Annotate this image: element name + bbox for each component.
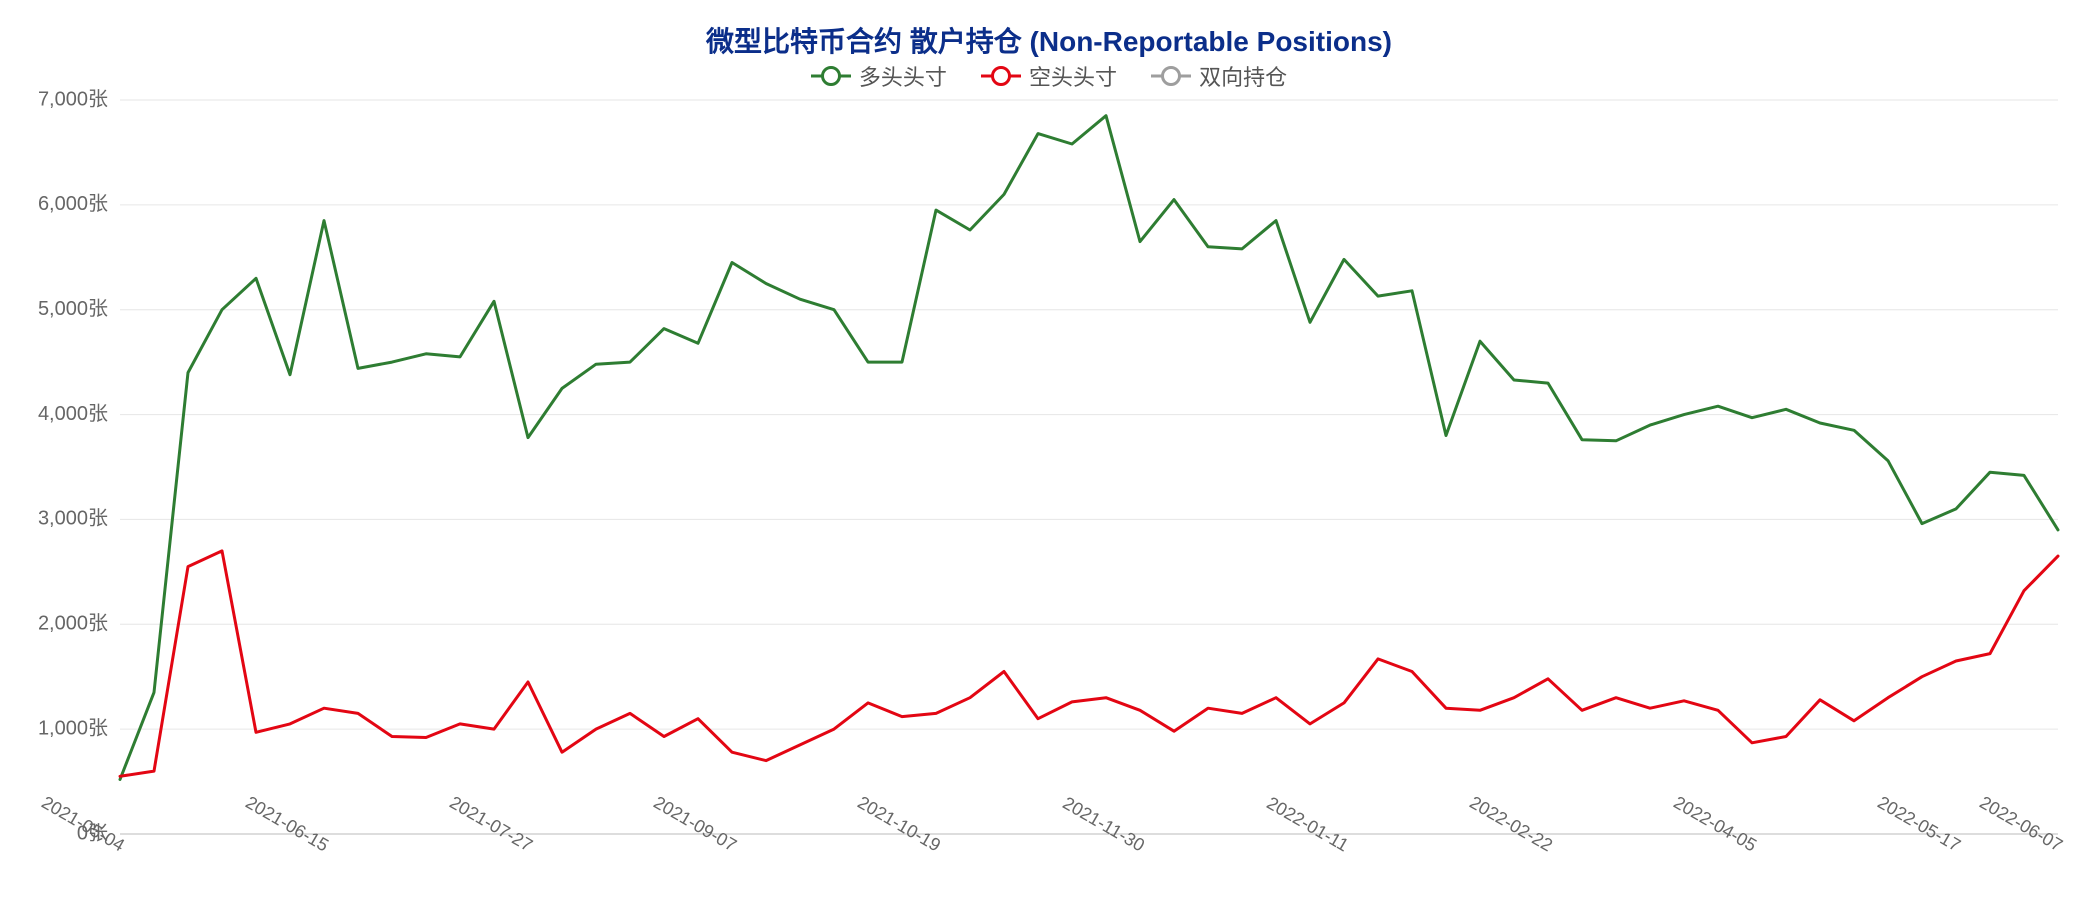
x-tick-label: 2022-05-17 xyxy=(1874,792,1964,855)
y-tick-label: 3,000张 xyxy=(38,507,108,530)
x-tick-label: 2021-10-19 xyxy=(854,792,944,855)
legend-item-long: 多头头寸 xyxy=(811,60,947,92)
y-tick-label: 7,000张 xyxy=(38,87,108,110)
x-tick-label: 2021-09-07 xyxy=(650,792,740,855)
x-tick-label: 2022-02-22 xyxy=(1466,792,1556,855)
y-tick-label: 1,000张 xyxy=(38,716,108,739)
x-tick-label: 2021-06-15 xyxy=(242,792,332,855)
x-tick-label: 2021-11-30 xyxy=(1059,793,1148,856)
series-short xyxy=(120,551,2058,776)
y-tick-label: 2,000张 xyxy=(38,612,108,635)
x-tick-label: 2021-07-27 xyxy=(446,792,536,855)
legend-swatch-both-icon xyxy=(1151,66,1191,86)
legend: 多头头寸 空头头寸 双向持仓 xyxy=(0,60,2098,92)
legend-swatch-long-icon xyxy=(811,66,851,86)
series-long xyxy=(120,116,2058,780)
y-tick-label: 4,000张 xyxy=(38,402,108,425)
chart-container: 微型比特币合约 散户持仓 (Non-Reportable Positions) … xyxy=(0,0,2098,914)
legend-item-short: 空头头寸 xyxy=(981,60,1117,92)
plot-area: 0张1,000张2,000张3,000张4,000张5,000张6,000张7,… xyxy=(120,100,2058,834)
legend-item-both: 双向持仓 xyxy=(1151,60,1287,92)
x-tick-label: 2021-05-04 xyxy=(38,792,128,855)
plot-svg: 0张1,000张2,000张3,000张4,000张5,000张6,000张7,… xyxy=(120,100,2058,834)
x-tick-label: 2022-04-05 xyxy=(1670,792,1760,855)
x-tick-label: 2022-01-11 xyxy=(1263,793,1352,856)
y-tick-label: 6,000张 xyxy=(38,192,108,215)
legend-label-both: 双向持仓 xyxy=(1199,60,1287,92)
legend-label-long: 多头头寸 xyxy=(859,60,947,92)
x-tick-label: 2022-06-07 xyxy=(1976,792,2066,855)
legend-label-short: 空头头寸 xyxy=(1029,60,1117,92)
y-tick-label: 5,000张 xyxy=(38,297,108,320)
legend-swatch-short-icon xyxy=(981,66,1021,86)
chart-title: 微型比特币合约 散户持仓 (Non-Reportable Positions) xyxy=(0,20,2098,60)
